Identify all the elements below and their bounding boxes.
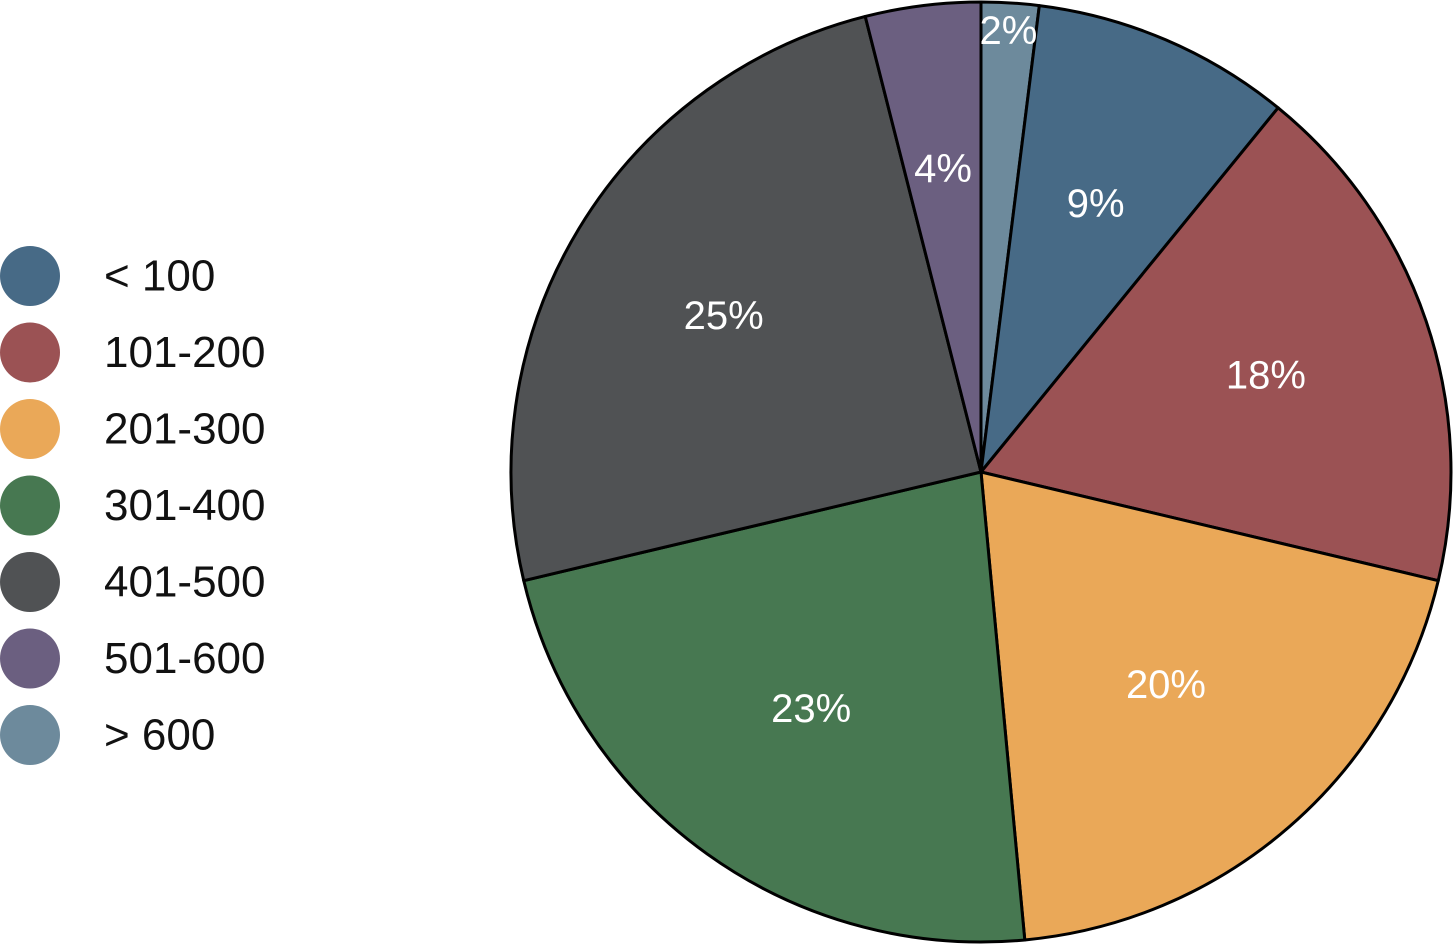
legend-swatch-401-500 (0, 552, 60, 612)
legend-swatch-lt-100 (0, 246, 60, 306)
legend-label-201-300: 201-300 (104, 405, 265, 454)
pie-slice-301-400 (522, 470, 1027, 944)
slice-label-301-400: 23% (771, 687, 851, 731)
legend-label-lt-100: < 100 (104, 252, 215, 301)
legend-swatch-201-300 (0, 399, 60, 459)
legend-swatch-501-600 (0, 628, 60, 689)
legend-swatch-101-200 (0, 322, 60, 383)
slice-label-gt-600: 2% (980, 9, 1038, 53)
pie-slice-lt-100 (979, 4, 1280, 474)
legend-label-gt-600: > 600 (104, 711, 215, 760)
legend-swatch-gt-600 (0, 705, 60, 765)
slice-label-101-200: 18% (1226, 353, 1306, 397)
legend-label-301-400: 301-400 (104, 481, 265, 530)
pie-slices (509, 0, 1453, 944)
legend-label-501-600: 501-600 (104, 634, 265, 683)
legend: < 100 101-200 201-300 301-400 401-500 501-600… (0, 246, 265, 765)
slice-label-501-600: 4% (914, 147, 972, 191)
slice-label-201-300: 20% (1126, 663, 1206, 707)
slice-label-401-500: 25% (684, 294, 764, 338)
pie-slice-101-200 (979, 106, 1453, 583)
pie-slice-401-500 (509, 14, 983, 583)
legend-swatch-301-400 (0, 475, 60, 536)
slice-label-lt-100: 9% (1067, 182, 1125, 226)
pie-slice-501-600 (863, 0, 983, 474)
pie-slice-201-300 (979, 470, 1440, 942)
slice-labels: 2% 9% 18% 20% 23% 25% 4% (684, 9, 1306, 731)
legend-label-101-200: 101-200 (104, 328, 265, 377)
legend-label-401-500: 401-500 (104, 558, 265, 607)
